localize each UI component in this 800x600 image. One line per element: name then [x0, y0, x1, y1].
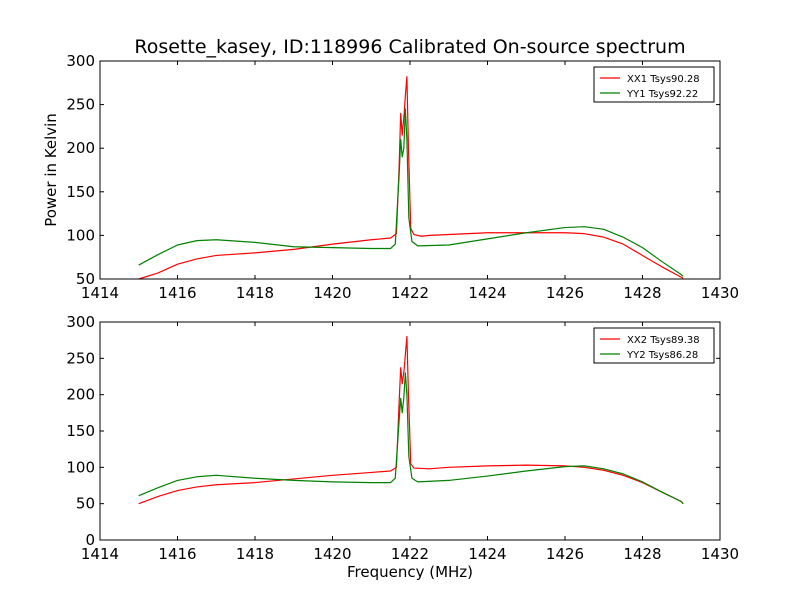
- panel-1: 1414 1416 1418 1420 1422 1424 1426 1428 1430 50 10…: [42, 52, 739, 302]
- y-tick-label: 200: [66, 386, 95, 404]
- y-tick-label: 0: [85, 531, 95, 549]
- x-tick-label: 1416: [158, 284, 196, 302]
- y-axis-label: Power in Kelvin: [42, 113, 60, 227]
- x-tick-label: 1422: [391, 545, 429, 563]
- legend-box: [593, 327, 715, 364]
- legend-entry-label: YY1 Tsys92.22: [626, 89, 698, 100]
- y-tick-label: 250: [66, 349, 95, 367]
- x-axis-label: Frequency (MHz): [347, 563, 473, 581]
- y-tick-label: 300: [66, 52, 95, 70]
- legend-entry-label: YY2 Tsys86.28: [626, 350, 698, 361]
- y-tick-label: 250: [66, 96, 95, 114]
- legend-entry-label: XX2 Tsys89.38: [627, 335, 700, 346]
- x-tick-label: 1418: [236, 284, 274, 302]
- x-tick-label: 1428: [623, 284, 661, 302]
- legend: XX1 Tsys90.28 YY1 Tsys92.22: [593, 66, 715, 103]
- y-tick-label: 150: [66, 422, 95, 440]
- legend-entry-label: XX1 Tsys90.28: [627, 74, 700, 85]
- x-tick-label: 1428: [623, 545, 661, 563]
- panel-2: 1414 1416 1418 1420 1422 1424 1426 1428 1430 0 50 1…: [66, 313, 739, 581]
- y-tick-label: 300: [66, 313, 95, 331]
- chart-title: Rosette_kasey, ID:118996 Calibrated On-s…: [134, 36, 685, 58]
- x-tick-label: 1426: [546, 284, 584, 302]
- x-tick-label: 1416: [158, 545, 196, 563]
- y-tick-label: 150: [66, 183, 95, 201]
- y-tick-label: 50: [76, 270, 95, 288]
- y-tick-label: 100: [66, 458, 95, 476]
- x-tick-label: 1414: [81, 284, 119, 302]
- x-tick-label: 1430: [701, 545, 739, 563]
- series-line-1: [138, 335, 684, 505]
- legend: XX2 Tsys89.38 YY2 Tsys86.28: [593, 327, 715, 364]
- x-tick-label: 1422: [391, 284, 429, 302]
- series-line-2: [138, 372, 684, 505]
- y-tick-label: 100: [66, 226, 95, 244]
- x-tick-label: 1420: [313, 284, 351, 302]
- x-tick-label: 1418: [236, 545, 274, 563]
- y-tick-label: 50: [76, 495, 95, 513]
- x-tick-label: 1414: [81, 545, 119, 563]
- legend-box: [593, 66, 715, 103]
- series-line-2: [138, 108, 684, 277]
- x-tick-label: 1424: [468, 284, 506, 302]
- x-tick-label: 1424: [468, 545, 506, 563]
- x-tick-label: 1420: [313, 545, 351, 563]
- series-line-1: [138, 76, 684, 280]
- y-tick-label: 200: [66, 139, 95, 157]
- x-tick-label: 1426: [546, 545, 584, 563]
- x-tick-label: 1430: [701, 284, 739, 302]
